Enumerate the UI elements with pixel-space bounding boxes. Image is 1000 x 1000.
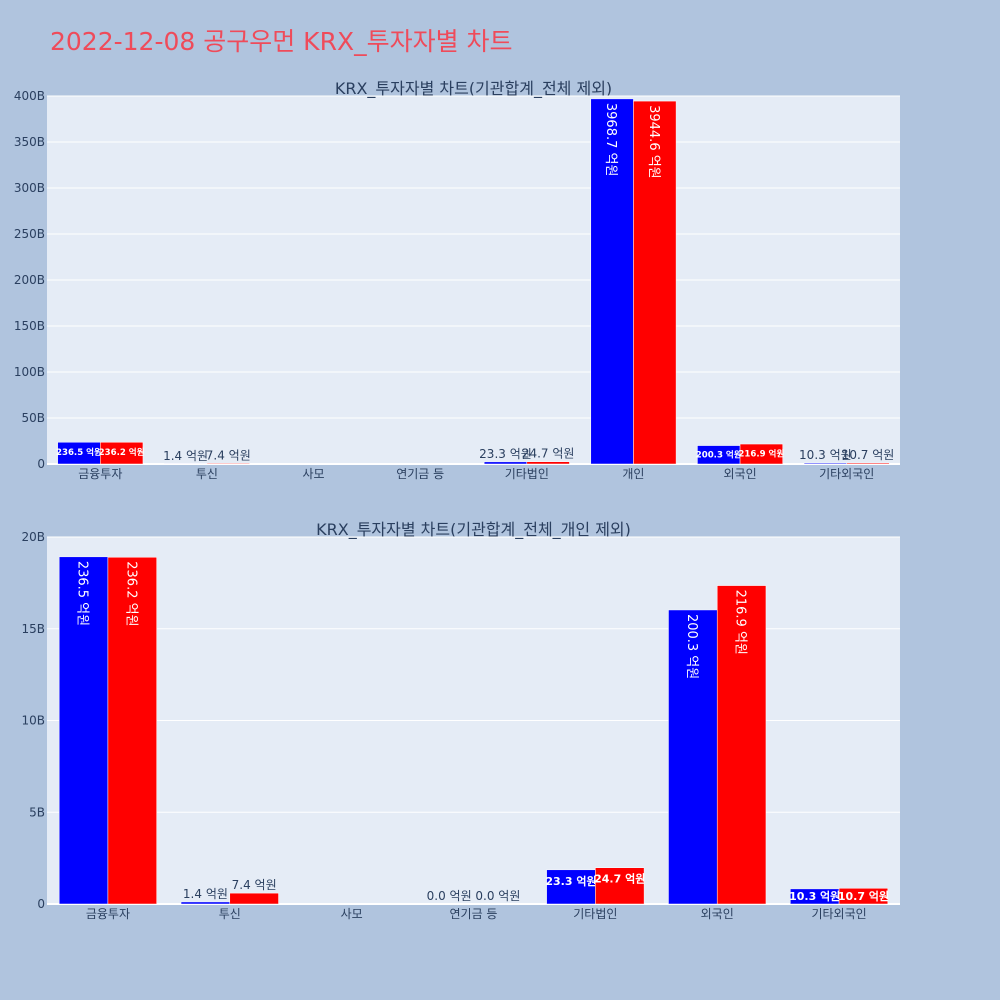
- data-label: 236.5 억원: [75, 561, 90, 626]
- y-tick-label: 10B: [21, 714, 45, 728]
- bar-a: [58, 556, 109, 905]
- bar-b: [107, 557, 157, 905]
- data-label: 10.3 억원: [799, 448, 852, 462]
- bar-b: [846, 462, 890, 465]
- data-label: 3968.7 억원: [603, 103, 618, 177]
- x-tick-label: 외국인: [701, 907, 734, 921]
- data-label: 0.0 억원: [475, 889, 520, 903]
- x-tick-label: 연기금 등: [396, 467, 444, 481]
- y-tick-label: 5B: [29, 805, 45, 819]
- data-label: 7.4 억원: [232, 878, 277, 892]
- chart-bottom: KRX_투자자별 차트(기관합계_전체_개인 제외) 0 5B 10B 15B 20B 금융…: [21, 520, 900, 921]
- data-label: 23.3 억원: [479, 447, 532, 461]
- data-label: 1.4 억원: [163, 449, 208, 463]
- data-label: 200.3 억원: [684, 614, 699, 679]
- x-tick-label: 사모: [303, 467, 325, 481]
- bar-b: [595, 867, 645, 905]
- bar-a: [180, 901, 231, 905]
- y-tick-label: 200B: [14, 273, 45, 287]
- data-label: 236.2 억원: [123, 561, 138, 626]
- chart-top: KRX_투자자별 차트(기관합계_전체 제외) 0 50B 100B 150B 200B 2…: [14, 79, 900, 481]
- data-label: 3944.6 억원: [646, 105, 661, 179]
- data-label: 24.7 억원: [594, 872, 645, 886]
- x-tick-label: 연기금 등: [450, 907, 498, 921]
- x-tick-label: 기타법인: [505, 467, 549, 481]
- y-tick-label: 0: [37, 457, 45, 471]
- bar-a: [590, 98, 634, 465]
- data-label: 23.3 억원: [545, 874, 596, 888]
- page-title: 2022-12-08 공구우먼 KRX_투자자별 차트: [50, 27, 513, 56]
- y-tick-label: 400B: [14, 89, 45, 103]
- x-tick-label: 기타법인: [573, 907, 617, 921]
- data-label: 0.0 억원: [427, 889, 472, 903]
- x-tick-label: 사모: [341, 907, 363, 921]
- chart-title: KRX_투자자별 차트(기관합계_전체 제외): [335, 79, 612, 99]
- bar-b: [716, 585, 767, 905]
- y-tick-label: 350B: [14, 135, 45, 149]
- y-tick-label: 0: [37, 897, 45, 911]
- bar-a: [668, 609, 718, 905]
- x-tick-label: 투신: [219, 907, 241, 921]
- y-tick-label: 15B: [21, 622, 45, 636]
- data-label: 1.4 억원: [183, 887, 228, 901]
- y-tick-label: 300B: [14, 181, 45, 195]
- data-label: 216.9 억원: [738, 448, 784, 460]
- x-tick-label: 기타외국인: [819, 467, 874, 481]
- bar-b: [838, 888, 889, 905]
- x-tick-label: 개인: [622, 467, 644, 481]
- y-tick-label: 250B: [14, 227, 45, 241]
- x-tick-label: 금융투자: [86, 907, 130, 921]
- bar-b: [526, 461, 570, 465]
- data-label: 24.7 억원: [522, 447, 575, 461]
- data-label: 10.3 억원: [789, 889, 840, 903]
- bar-b: [100, 442, 144, 465]
- x-tick-label: 금융투자: [78, 467, 122, 481]
- data-label: 216.9 억원: [733, 590, 748, 655]
- data-label: 236.2 억원: [99, 446, 145, 458]
- bar-b: [739, 443, 783, 465]
- data-label: 7.4 억원: [206, 448, 251, 462]
- data-label: 236.5 억원: [56, 446, 102, 458]
- bar-b: [206, 463, 250, 465]
- x-tick-label: 투신: [196, 467, 218, 481]
- data-label: 200.3 억원: [696, 449, 742, 461]
- x-tick-label: 기타외국인: [811, 907, 866, 921]
- data-label: 10.7 억원: [842, 448, 895, 462]
- y-tick-label: 50B: [21, 411, 45, 425]
- x-tick-label: 외국인: [724, 467, 757, 481]
- bar-a: [546, 869, 596, 905]
- bar-a: [483, 461, 528, 465]
- chart-title: KRX_투자자별 차트(기관합계_전체_개인 제외): [316, 520, 631, 540]
- data-label: 10.7 억원: [838, 889, 889, 903]
- bar-b: [633, 100, 677, 465]
- y-tick-label: 100B: [14, 365, 45, 379]
- bar-b: [229, 892, 279, 905]
- y-tick-label: 150B: [14, 319, 45, 333]
- y-tick-label: 20B: [21, 530, 45, 544]
- bar-a: [803, 462, 847, 465]
